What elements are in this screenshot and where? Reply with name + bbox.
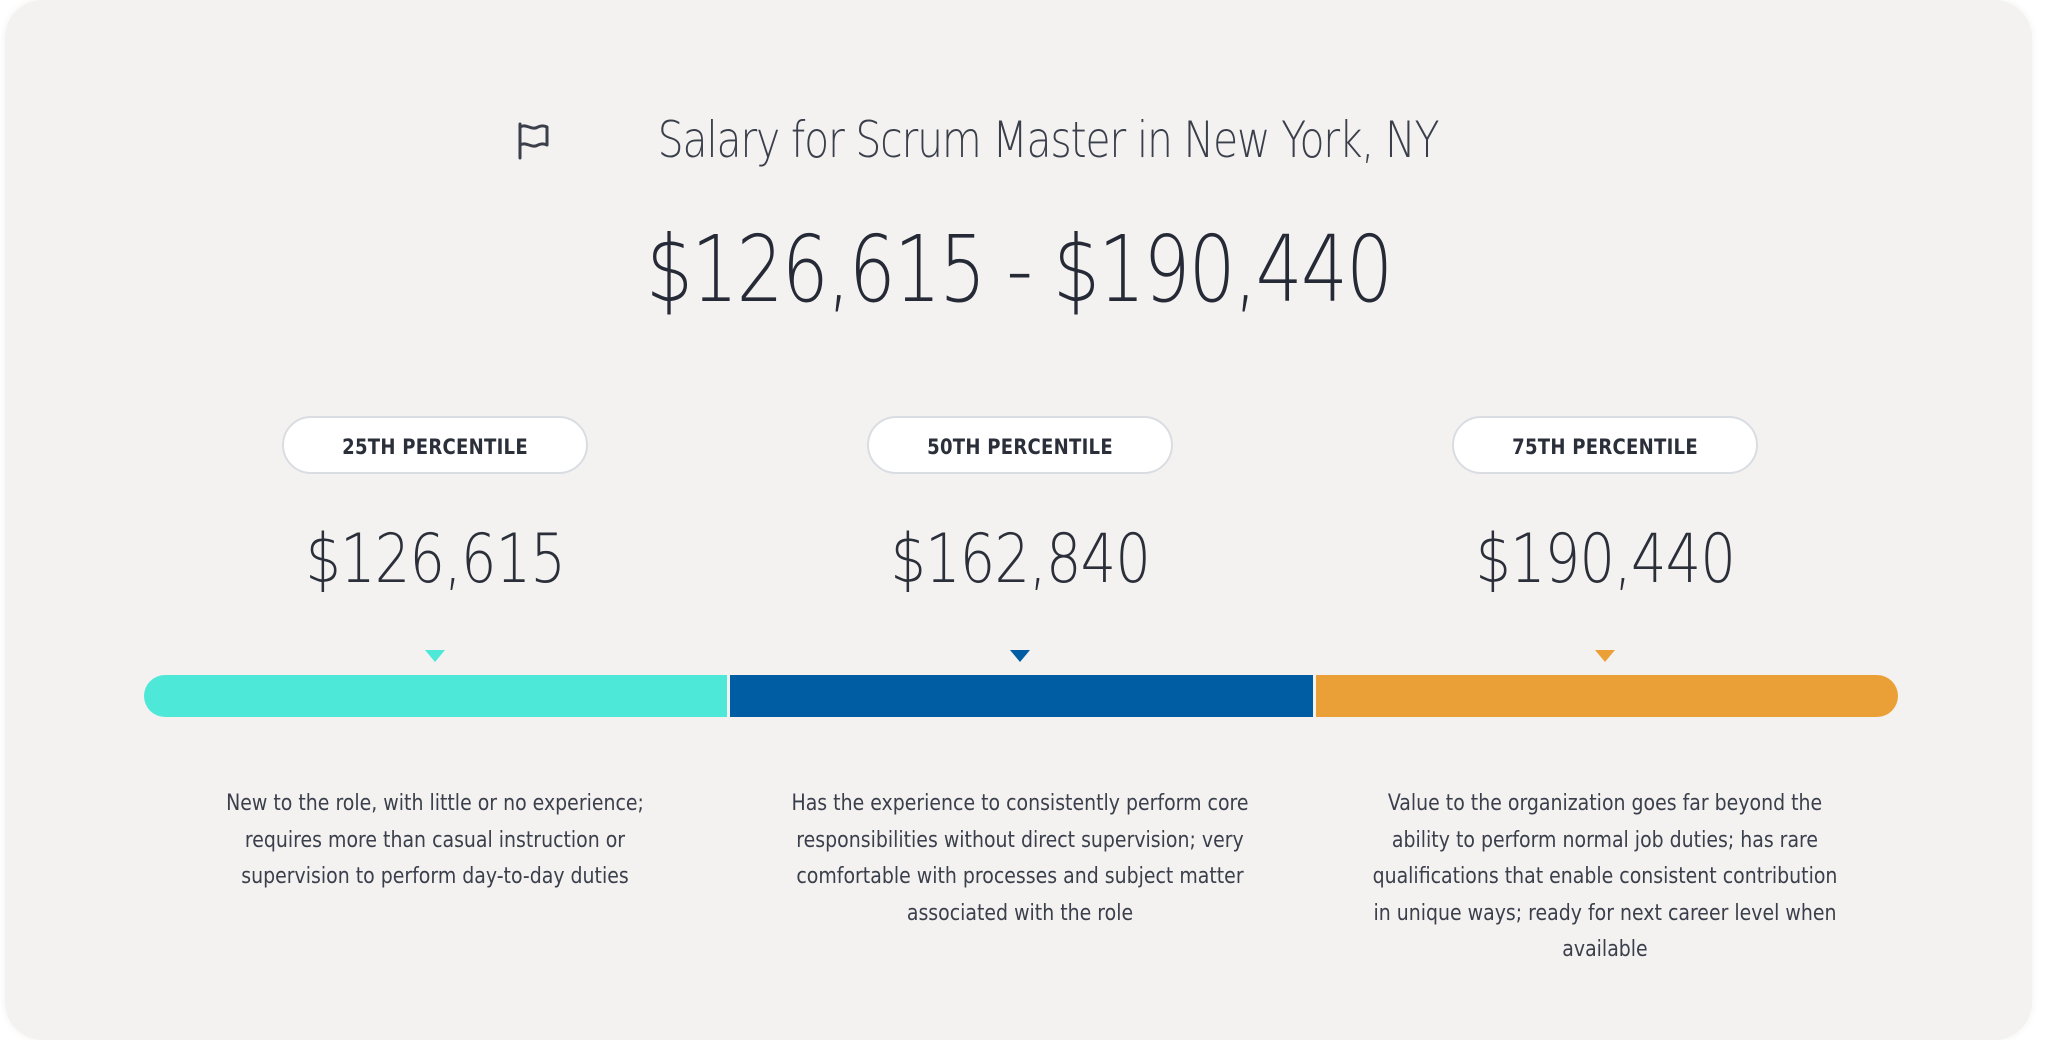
percentile-75-bar (1316, 675, 1898, 717)
percentile-25-bar (144, 675, 727, 717)
percentile-50-badge: 50TH PERCENTILE (867, 416, 1173, 474)
percentile-75-description: Value to the organization goes far beyon… (1372, 791, 1838, 962)
percentile-50-column: 50TH PERCENTILE $162,840 (729, 416, 1311, 600)
percentile-50-description: Has the experience to consistently perfo… (791, 791, 1249, 926)
percentile-25-description: New to the role, with little or no exper… (226, 791, 644, 889)
percentile-50-bar (730, 675, 1313, 717)
percentile-75-marker-icon (1595, 650, 1615, 662)
percentile-75-badge: 75TH PERCENTILE (1452, 416, 1758, 474)
percentile-25-marker-icon (425, 650, 445, 662)
percentile-50-marker-icon (1010, 650, 1030, 662)
percentile-75-value: $190,440 (1475, 520, 1735, 599)
percentile-25-column: 25TH PERCENTILE $126,615 (144, 416, 726, 600)
percentile-50-value: $162,840 (890, 520, 1150, 599)
percentile-25-badge: 25TH PERCENTILE (282, 416, 588, 474)
flag-icon (518, 122, 548, 160)
page-title: Salary for Scrum Master in New York, NY (657, 111, 1439, 169)
percentile-25-value: $126,615 (305, 520, 565, 599)
title-row: Salary for Scrum Master in New York, NY (5, 100, 2032, 180)
percentile-75-column: 75TH PERCENTILE $190,440 (1314, 416, 1896, 600)
salary-range: $126,615 - $190,440 (645, 216, 1393, 323)
salary-card: Salary for Scrum Master in New York, NY … (5, 0, 2032, 1040)
